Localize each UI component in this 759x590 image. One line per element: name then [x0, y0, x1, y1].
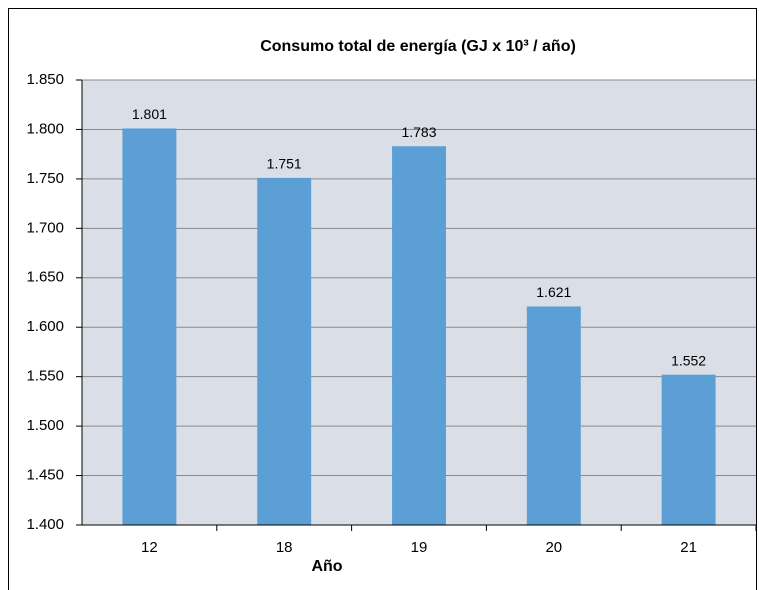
x-tick-label: 18: [276, 539, 293, 556]
bar: [661, 374, 716, 525]
data-label: 1.801: [132, 106, 167, 122]
data-label: 1.751: [267, 156, 302, 172]
bar: [257, 177, 312, 525]
y-tick-label: 1.550: [26, 368, 64, 385]
x-tick-label: 21: [680, 539, 697, 556]
y-tick-label: 1.850: [26, 71, 64, 88]
data-label: 1.783: [401, 124, 436, 140]
x-axis-label: Año: [311, 558, 342, 575]
x-tick-label: 19: [411, 539, 428, 556]
y-tick-label: 1.750: [26, 170, 64, 187]
y-tick-label: 1.600: [26, 318, 64, 335]
data-label: 1.552: [671, 352, 706, 368]
x-tick-label: 12: [141, 539, 158, 556]
bar: [526, 306, 581, 525]
x-tick-label: 20: [545, 539, 562, 556]
bar: [392, 146, 446, 525]
y-tick-label: 1.650: [26, 269, 64, 286]
y-tick-label: 1.500: [26, 417, 64, 434]
y-tick-label: 1.800: [26, 120, 64, 137]
chart-title: Consumo total de energía (GJ x 10³ / año…: [260, 38, 576, 55]
bar: [122, 128, 177, 525]
y-tick-label: 1.400: [26, 516, 64, 533]
data-label: 1.621: [536, 284, 571, 300]
y-tick-label: 1.450: [26, 467, 64, 484]
y-tick-label: 1.700: [26, 219, 64, 236]
